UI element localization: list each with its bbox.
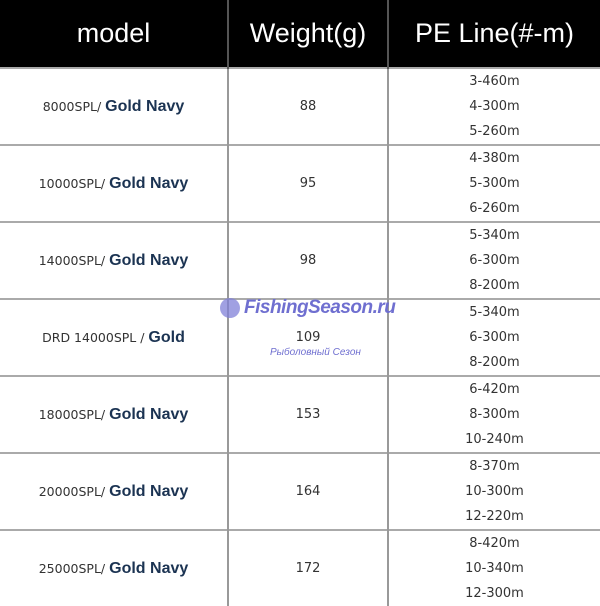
model-color: Gold Navy xyxy=(109,482,189,500)
table-row: 20000SPL/ Gold Navy 164 8-370m 10-300m 12-22… xyxy=(0,452,600,530)
model-cell: 10000SPL/ Gold Navy xyxy=(0,144,228,222)
header-pe-line: PE Line(#-m) xyxy=(387,0,600,68)
model-color: Gold Navy xyxy=(109,251,189,269)
model-cell: 14000SPL/ Gold Navy xyxy=(0,221,228,299)
model-color: Gold Navy xyxy=(105,97,185,115)
pe-line-value: 8-200m xyxy=(469,355,520,370)
table-row: DRD 14000SPL / Gold 109 5-340m 6-300m 8-200m xyxy=(0,298,600,376)
weight-cell: 95 xyxy=(227,144,388,222)
model-cell: DRD 14000SPL / Gold xyxy=(0,298,228,376)
pe-line-cell: 8-420m 10-340m 12-300m xyxy=(387,529,600,606)
pe-line-value: 3-460m xyxy=(469,74,520,89)
pe-line-value: 8-300m xyxy=(469,407,520,422)
weight-cell: 88 xyxy=(227,67,388,145)
model-name: 18000SPL/ xyxy=(38,406,110,422)
pe-line-value: 4-380m xyxy=(469,151,520,166)
pe-line-cell: 8-370m 10-300m 12-220m xyxy=(387,452,600,530)
model-color: Gold Navy xyxy=(109,174,189,192)
pe-line-value: 8-420m xyxy=(469,536,520,551)
pe-line-value: 4-300m xyxy=(469,99,520,114)
pe-line-cell: 5-340m 6-300m 8-200m xyxy=(387,221,600,299)
pe-line-value: 5-300m xyxy=(469,176,520,191)
header-row: model Weight(g) PE Line(#-m) xyxy=(0,0,600,68)
pe-line-value: 5-340m xyxy=(469,228,520,243)
model-cell: 8000SPL/ Gold Navy xyxy=(0,67,228,145)
pe-line-value: 5-260m xyxy=(469,124,520,139)
model-cell: 25000SPL/ Gold Navy xyxy=(0,529,228,606)
weight-cell: 172 xyxy=(227,529,388,606)
pe-line-value: 6-300m xyxy=(469,253,520,268)
model-name: DRD 14000SPL / xyxy=(42,329,149,345)
pe-line-value: 10-240m xyxy=(465,432,524,447)
weight-cell: 164 xyxy=(227,452,388,530)
weight-cell: 153 xyxy=(227,375,388,453)
table-row: 10000SPL/ Gold Navy 95 4-380m 5-300m 6-260m xyxy=(0,144,600,222)
weight-cell: 109 xyxy=(227,298,388,376)
table-row: 25000SPL/ Gold Navy 172 8-420m 10-340m 12-30… xyxy=(0,529,600,606)
pe-line-value: 6-260m xyxy=(469,201,520,216)
pe-line-value: 10-300m xyxy=(465,484,524,499)
pe-line-cell: 5-340m 6-300m 8-200m xyxy=(387,298,600,376)
pe-line-value: 12-300m xyxy=(465,586,524,601)
pe-line-value: 6-300m xyxy=(469,330,520,345)
pe-line-value: 12-220m xyxy=(465,509,524,524)
table-row: 18000SPL/ Gold Navy 153 6-420m 8-300m 10-240… xyxy=(0,375,600,453)
pe-line-cell: 3-460m 4-300m 5-260m xyxy=(387,67,600,145)
table-row: 14000SPL/ Gold Navy 98 5-340m 6-300m 8-200m xyxy=(0,221,600,299)
pe-line-value: 5-340m xyxy=(469,305,520,320)
model-name: 8000SPL/ xyxy=(42,98,106,114)
model-cell: 18000SPL/ Gold Navy xyxy=(0,375,228,453)
model-cell: 20000SPL/ Gold Navy xyxy=(0,452,228,530)
table-row: 8000SPL/ Gold Navy 88 3-460m 4-300m 5-260m xyxy=(0,67,600,145)
model-color: Gold Navy xyxy=(109,405,189,423)
pe-line-cell: 4-380m 5-300m 6-260m xyxy=(387,144,600,222)
model-name: 25000SPL/ xyxy=(38,560,110,576)
weight-cell: 98 xyxy=(227,221,388,299)
model-name: 10000SPL/ xyxy=(38,175,110,191)
model-color: Gold xyxy=(148,328,185,346)
model-name: 14000SPL/ xyxy=(38,252,110,268)
pe-line-value: 6-420m xyxy=(469,382,520,397)
header-weight: Weight(g) xyxy=(227,0,388,68)
pe-line-cell: 6-420m 8-300m 10-240m xyxy=(387,375,600,453)
header-model: model xyxy=(0,0,228,68)
pe-line-value: 10-340m xyxy=(465,561,524,576)
pe-line-value: 8-370m xyxy=(469,459,520,474)
model-color: Gold Navy xyxy=(109,559,189,577)
pe-line-value: 8-200m xyxy=(469,278,520,293)
model-name: 20000SPL/ xyxy=(38,483,110,499)
